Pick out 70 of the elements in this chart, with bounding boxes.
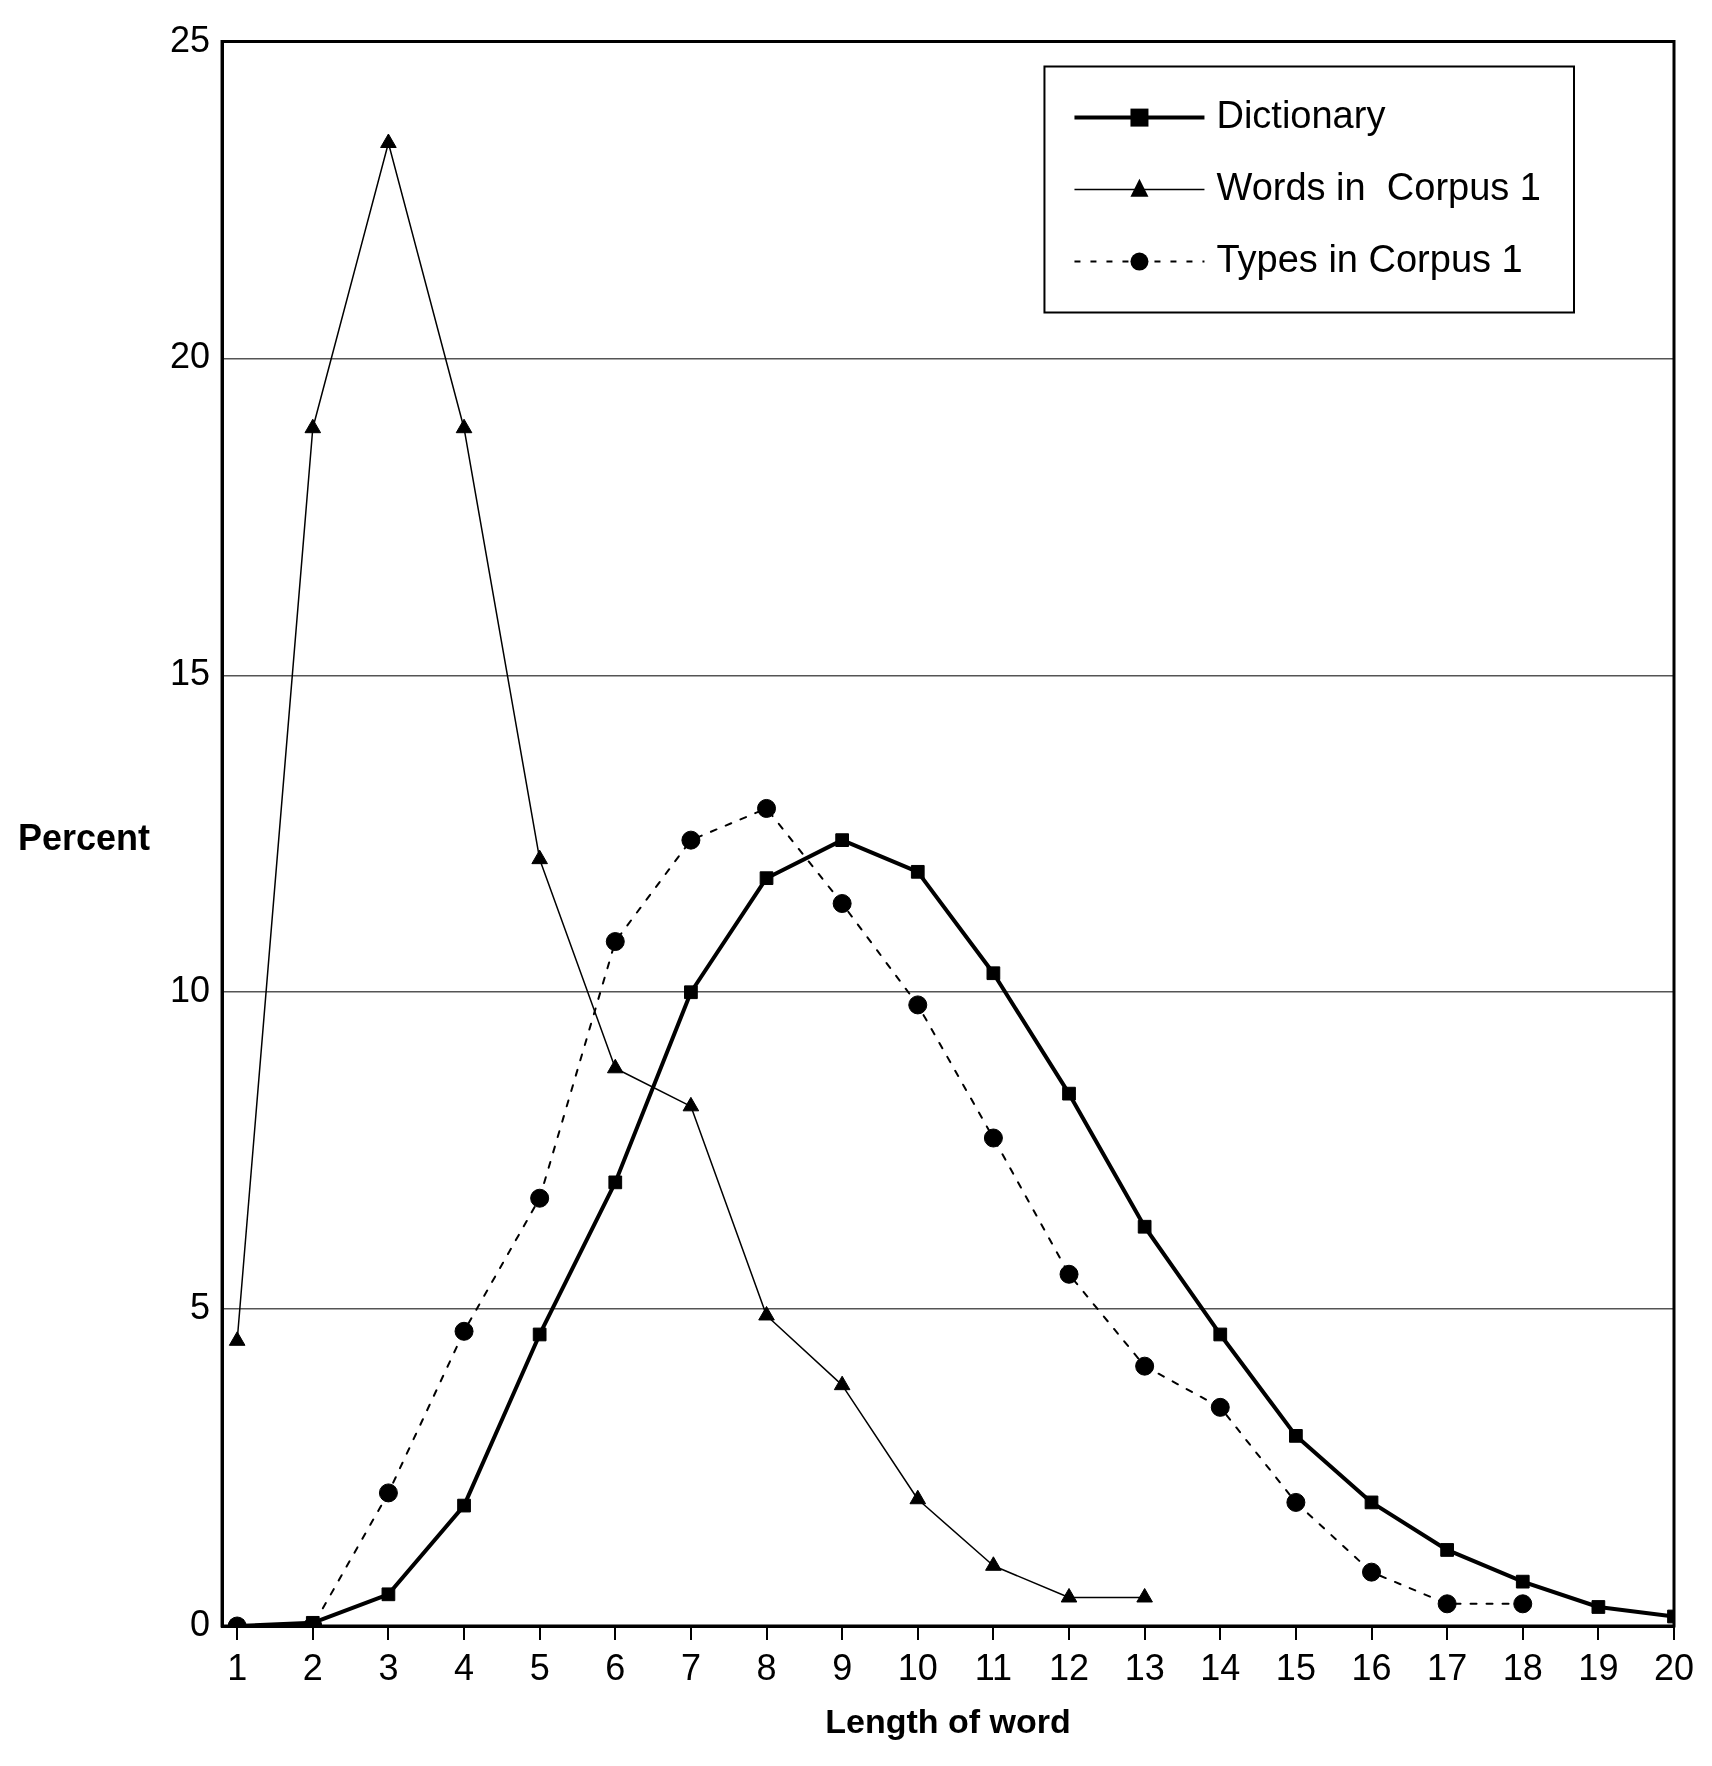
x-tick-label: 5 bbox=[529, 1646, 550, 1688]
x-tick-label: 14 bbox=[1200, 1646, 1241, 1688]
point bbox=[983, 1128, 1003, 1148]
point bbox=[304, 418, 322, 434]
point bbox=[530, 1188, 550, 1208]
point bbox=[1513, 1594, 1533, 1614]
x-tick-label: 18 bbox=[1502, 1646, 1543, 1688]
point bbox=[381, 1587, 396, 1602]
x-tick-label: 13 bbox=[1124, 1646, 1165, 1688]
point bbox=[1062, 1086, 1076, 1101]
point bbox=[908, 995, 928, 1015]
point bbox=[532, 1327, 547, 1342]
x-tick-label: 19 bbox=[1578, 1646, 1619, 1688]
y-tick-label: 15 bbox=[170, 652, 211, 694]
x-tick-label: 7 bbox=[680, 1646, 701, 1688]
point bbox=[457, 1498, 471, 1513]
legend-label: Types in Corpus 1 bbox=[1216, 238, 1523, 281]
point bbox=[1437, 1594, 1457, 1614]
x-tick-label: 2 bbox=[302, 1646, 323, 1688]
point bbox=[608, 1175, 623, 1190]
point bbox=[757, 798, 777, 818]
y-tick-label: 20 bbox=[170, 335, 211, 377]
point bbox=[986, 966, 1001, 981]
x-tick-label: 16 bbox=[1351, 1646, 1392, 1688]
x-tick-label: 3 bbox=[378, 1646, 399, 1688]
point bbox=[1364, 1495, 1379, 1510]
point bbox=[605, 932, 625, 952]
point bbox=[1059, 1264, 1079, 1284]
point bbox=[380, 133, 397, 148]
x-axis-title: Length of word bbox=[825, 1701, 1071, 1740]
point bbox=[1515, 1574, 1530, 1589]
y-tick-label: 0 bbox=[190, 1602, 211, 1644]
point bbox=[1362, 1562, 1382, 1582]
y-tick-label: 5 bbox=[190, 1286, 211, 1328]
point bbox=[531, 849, 548, 865]
y-axis-title: Percent bbox=[18, 817, 151, 859]
x-tick-label: 15 bbox=[1275, 1646, 1316, 1688]
point bbox=[606, 1058, 624, 1074]
point bbox=[759, 871, 774, 886]
x-tick-label: 20 bbox=[1653, 1646, 1695, 1688]
x-tick-label: 8 bbox=[756, 1646, 777, 1688]
point bbox=[1289, 1429, 1303, 1443]
point bbox=[684, 985, 698, 1000]
point bbox=[681, 830, 701, 850]
legend-label: Words in Corpus 1 bbox=[1216, 166, 1542, 209]
point bbox=[1591, 1600, 1606, 1614]
point bbox=[1210, 1397, 1230, 1417]
point bbox=[455, 418, 473, 434]
y-tick-label: 10 bbox=[170, 969, 211, 1011]
x-tick-label: 6 bbox=[605, 1646, 626, 1688]
point bbox=[910, 864, 925, 879]
y-tick-label: 25 bbox=[170, 18, 211, 60]
point bbox=[1135, 1356, 1155, 1376]
point bbox=[1137, 1219, 1152, 1234]
point bbox=[378, 1483, 398, 1503]
point bbox=[1440, 1543, 1454, 1557]
x-tick-label: 17 bbox=[1427, 1646, 1468, 1688]
point bbox=[454, 1321, 474, 1341]
point bbox=[835, 833, 850, 847]
x-tick-label: 9 bbox=[832, 1646, 853, 1688]
point bbox=[682, 1096, 700, 1112]
x-tick-label: 4 bbox=[454, 1646, 475, 1688]
x-tick-label: 11 bbox=[974, 1646, 1013, 1688]
x-tick-label: 10 bbox=[897, 1646, 938, 1688]
x-tick-label: 12 bbox=[1048, 1646, 1090, 1688]
x-tick-label: 1 bbox=[227, 1646, 248, 1688]
legend-label: Dictionary bbox=[1216, 94, 1386, 137]
point bbox=[832, 894, 852, 914]
point bbox=[1286, 1492, 1306, 1512]
point bbox=[1213, 1327, 1228, 1342]
